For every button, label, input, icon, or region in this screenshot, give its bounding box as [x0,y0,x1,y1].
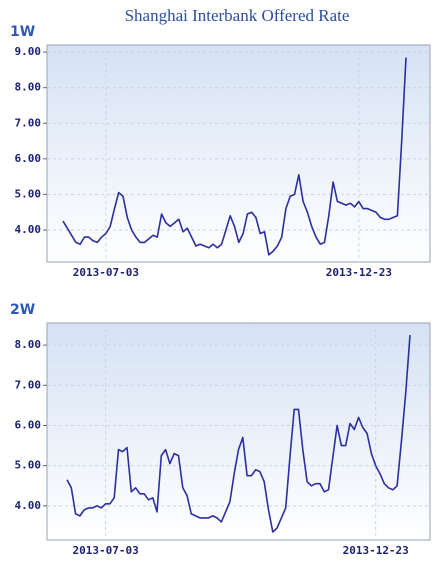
y-tick-label: 4.00 [15,499,42,512]
y-tick-label: 9.00 [15,45,42,58]
plot-area [46,322,431,541]
x-tick-label: 2013-12-23 [326,266,392,279]
y-tick-label: 6.00 [15,152,42,165]
y-tick-label: 7.00 [15,378,42,391]
y-tick-label: 5.00 [15,459,42,472]
x-tick-label: 2013-07-03 [72,544,138,557]
y-tick-label: 5.00 [15,187,42,200]
y-tick-label: 7.00 [15,116,42,129]
panel-title: 1W [10,24,35,40]
plot-area [46,44,431,263]
y-tick-label: 8.00 [15,338,42,351]
x-tick-label: 2013-07-03 [73,266,139,279]
data-line [62,57,407,256]
data-line [66,335,411,533]
y-tick-label: 6.00 [15,418,42,431]
page-title: Shanghai Interbank Offered Rate [125,6,350,25]
y-tick-label: 4.00 [15,223,42,236]
panel-title: 2W [10,302,35,318]
x-tick-label: 2013-12-23 [343,544,409,557]
y-tick-label: 8.00 [15,81,42,94]
